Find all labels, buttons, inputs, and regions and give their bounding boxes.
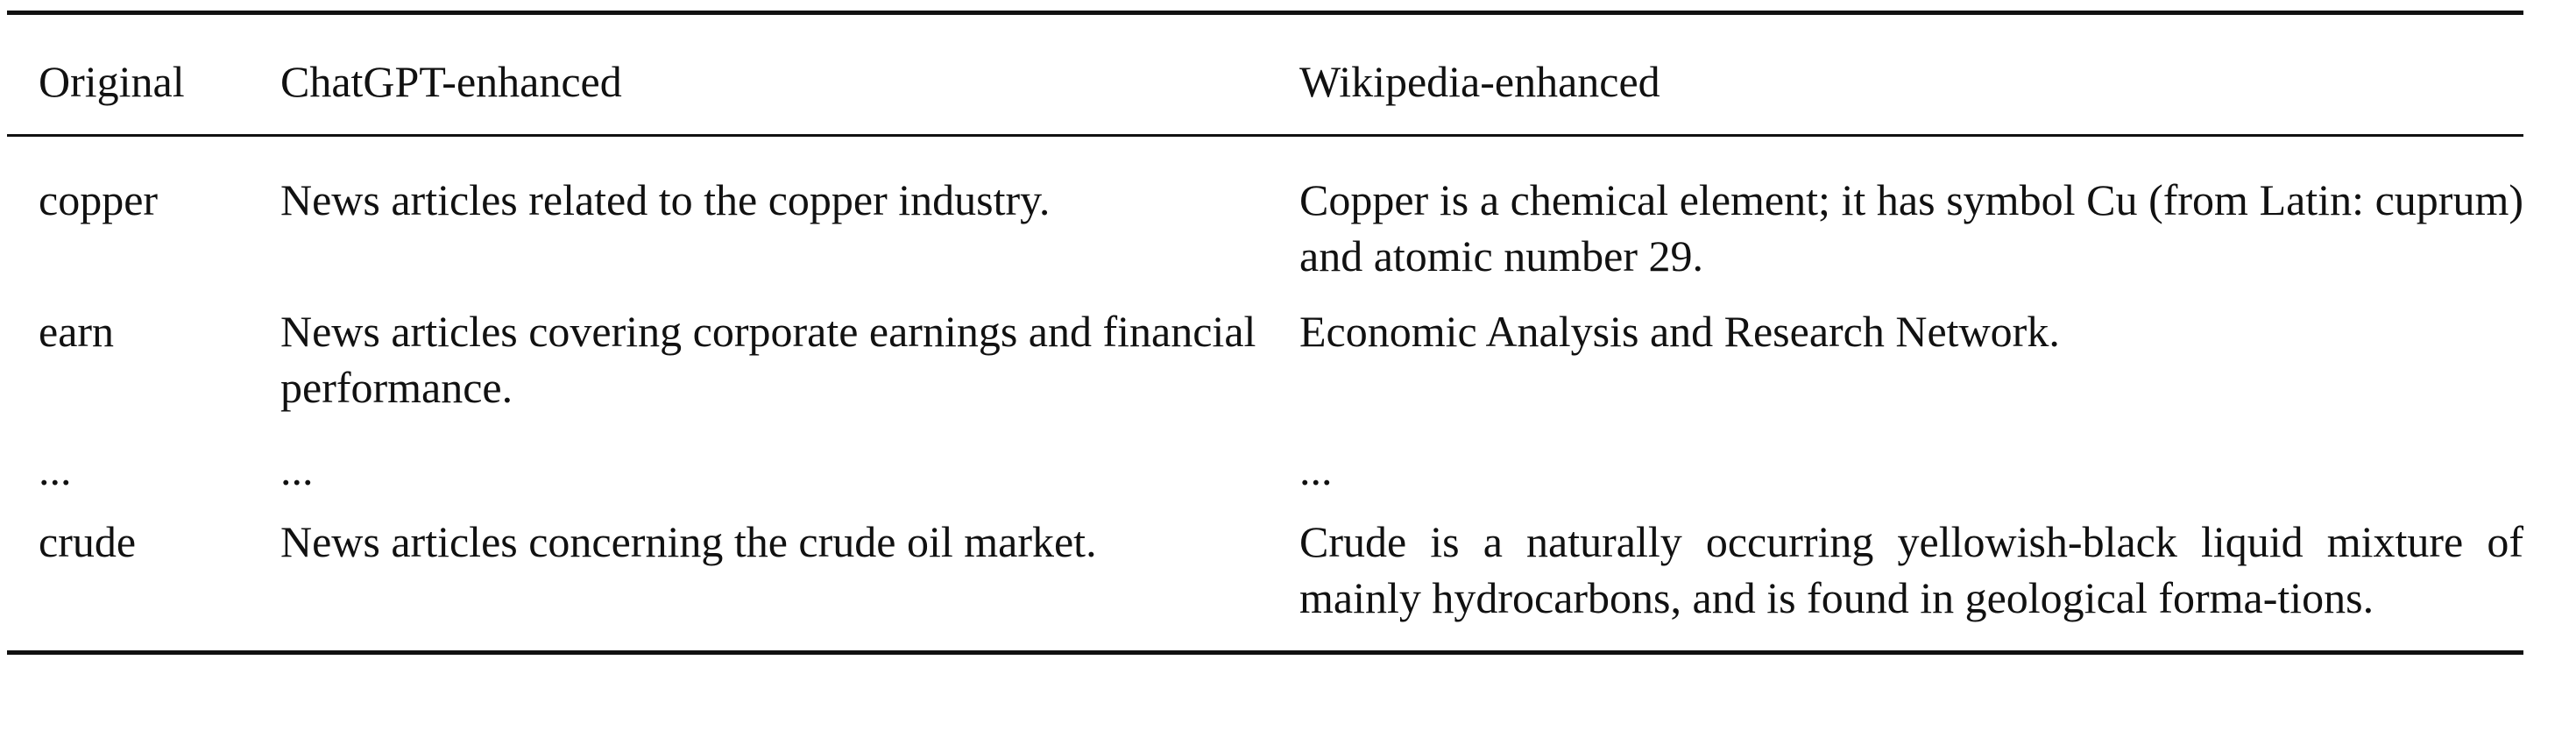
cell-chatgpt: News articles covering corporate earning… <box>280 307 1256 412</box>
cell-original: crude <box>39 517 137 566</box>
label-enhancement-table: Original ChatGPT-enhanced Wikipedia-enha… <box>7 11 2523 655</box>
cell-chatgpt: ... <box>280 445 314 494</box>
cell-wikipedia: Crude is a naturally occurring yellowish… <box>1299 517 2523 622</box>
bottom-rule <box>7 650 2523 655</box>
cell-chatgpt: News articles related to the copper indu… <box>280 175 1051 224</box>
cell-original: earn <box>39 307 115 356</box>
table-row: crude News articles concerning the crude… <box>7 514 2523 650</box>
top-rule <box>7 11 2523 15</box>
header-original: Original <box>39 57 185 106</box>
table-row: earn News articles covering corporate ea… <box>7 303 2523 435</box>
cell-wikipedia: ... <box>1299 445 1333 494</box>
table-row: copper News articles related to the copp… <box>7 137 2523 303</box>
cell-original: ... <box>39 445 72 494</box>
header-chatgpt-enhanced: ChatGPT-enhanced <box>280 57 622 106</box>
cell-original: copper <box>39 175 159 224</box>
cell-wikipedia: Economic Analysis and Research Network. <box>1299 307 2060 356</box>
cell-chatgpt: News articles concerning the crude oil m… <box>280 517 1097 566</box>
header-wikipedia-enhanced: Wikipedia-enhanced <box>1299 57 1660 106</box>
header-rule <box>7 134 2523 137</box>
table-row-ellipsis: ... ... ... <box>7 435 2523 514</box>
cell-wikipedia: Copper is a chemical element; it has sym… <box>1299 175 2523 280</box>
table-header-row: Original ChatGPT-enhanced Wikipedia-enha… <box>7 15 2523 134</box>
